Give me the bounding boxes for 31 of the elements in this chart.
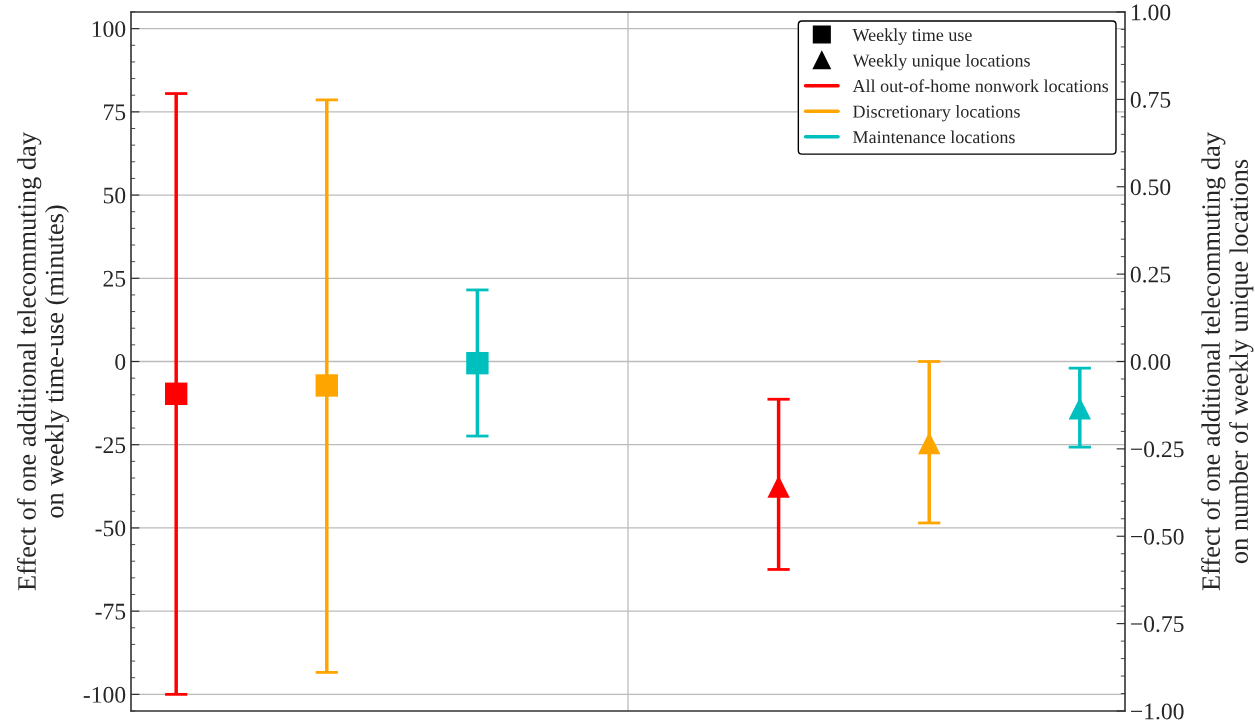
y-tick-label: 0 — [115, 353, 126, 370]
y2-tick-label: −0.50 — [1131, 528, 1184, 545]
y-tick-label: -75 — [95, 603, 126, 620]
annotation: Weekly time use — [852, 28, 972, 45]
point — [918, 431, 941, 455]
legend-label: All out-of-home nonwork locations — [852, 79, 1109, 93]
y-axis-title: Effect of one additional telecommuting day on weekly time-use (minutes) — [17, 132, 69, 591]
annotation: Weekly unique locations — [852, 53, 1030, 71]
y2-tick-label: 0.75 — [1130, 91, 1171, 108]
y-tick-label: 25 — [103, 270, 126, 287]
legend-label: Discretionary locations — [853, 105, 1020, 122]
y2-tick-label: −1.00 — [1131, 703, 1184, 720]
point — [466, 351, 489, 375]
y2-tick-label: 0.00 — [1130, 353, 1171, 371]
y-tick-label: -25 — [95, 437, 126, 454]
y-tick-label: 50 — [103, 187, 126, 204]
point — [1068, 397, 1092, 420]
y2-tick-label: 0.50 — [1130, 179, 1171, 196]
y-tick-label: 100 — [92, 21, 126, 38]
y-tick-label: -50 — [95, 520, 126, 537]
y2-tick-label: 1.00 — [1131, 4, 1171, 21]
point — [164, 382, 188, 405]
legend-label: Maintenance locations — [853, 130, 1015, 144]
point — [767, 475, 790, 498]
y-tick-label: -100 — [83, 686, 126, 703]
y2-axis-title: Effect of one additional telecommuting day on number of weekly unique locations — [1201, 132, 1254, 591]
y2-tick-label: −0.75 — [1131, 616, 1184, 633]
point — [315, 374, 338, 397]
y2-tick-label: −0.25 — [1131, 441, 1184, 458]
y2-tick-label: 0.25 — [1130, 266, 1171, 283]
y-tick-label: 75 — [104, 104, 126, 121]
